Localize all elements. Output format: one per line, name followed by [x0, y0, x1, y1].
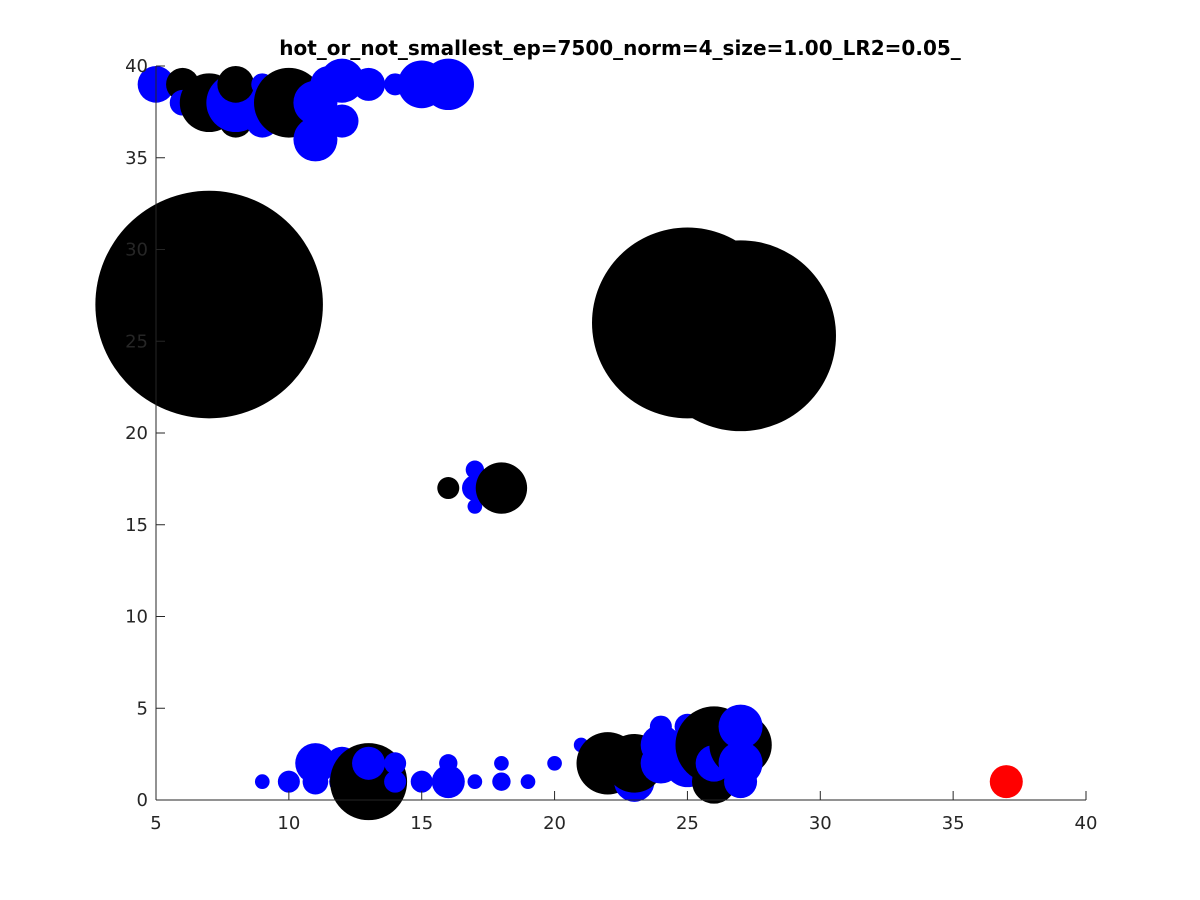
- scatter-point-blue: [467, 499, 483, 514]
- x-tick-label: 25: [676, 813, 699, 834]
- scatter-point-blue: [410, 770, 433, 793]
- scatter-point-blue: [422, 58, 474, 111]
- scatter-point-blue: [494, 755, 509, 771]
- y-tick-label: 15: [125, 515, 148, 536]
- scatter-point-black: [649, 249, 779, 378]
- scatter-point-blue: [295, 743, 336, 784]
- scatter-point-blue: [277, 770, 300, 793]
- scatter-point-blue: [302, 768, 329, 795]
- y-tick-label: 0: [137, 790, 148, 811]
- x-tick-label: 35: [942, 813, 965, 834]
- scatter-point-blue: [465, 460, 485, 479]
- x-tick-label: 5: [150, 813, 161, 834]
- y-tick-label: 5: [137, 698, 148, 719]
- x-tick-label: 30: [809, 813, 832, 834]
- scatter-point-blue: [384, 770, 407, 793]
- scatter-point-blue: [547, 755, 562, 771]
- y-tick-label: 35: [125, 148, 148, 169]
- scatter-point-blue: [718, 741, 763, 786]
- x-tick-label: 40: [1075, 813, 1098, 834]
- scatter-point-blue: [718, 704, 763, 749]
- scatter-point-black: [139, 203, 306, 369]
- scatter-point-blue: [384, 752, 407, 775]
- scatter-point-black: [437, 477, 460, 500]
- scatter-point-blue: [352, 746, 386, 780]
- x-tick-label: 20: [543, 813, 566, 834]
- scatter-point-blue: [439, 754, 458, 773]
- scatter-point-blue: [520, 774, 536, 789]
- y-tick-label: 30: [125, 240, 148, 261]
- points-layer: [95, 58, 1023, 821]
- y-tick-label: 20: [125, 423, 148, 444]
- scatter-point-blue: [319, 58, 365, 103]
- y-tick-label: 40: [125, 56, 148, 77]
- scatter-point-black: [217, 66, 255, 103]
- scatter-point-red: [989, 765, 1023, 799]
- scatter-point-blue: [352, 67, 386, 101]
- scatter-point-blue: [325, 104, 359, 138]
- y-tick-label: 10: [125, 607, 148, 628]
- scatter-point-blue: [649, 715, 672, 738]
- y-tick-label: 25: [125, 331, 148, 352]
- scatter-point-black: [475, 462, 528, 514]
- scatter-point-blue: [254, 774, 270, 789]
- scatter-point-blue: [492, 772, 511, 791]
- x-tick-label: 10: [277, 813, 300, 834]
- chart-title: hot_or_not_smallest_ep=7500_norm=4_size=…: [279, 36, 961, 60]
- scatter-point-blue: [467, 774, 483, 789]
- scatter-point-blue: [431, 765, 465, 799]
- scatter-point-blue: [293, 117, 338, 162]
- x-tick-label: 15: [410, 813, 433, 834]
